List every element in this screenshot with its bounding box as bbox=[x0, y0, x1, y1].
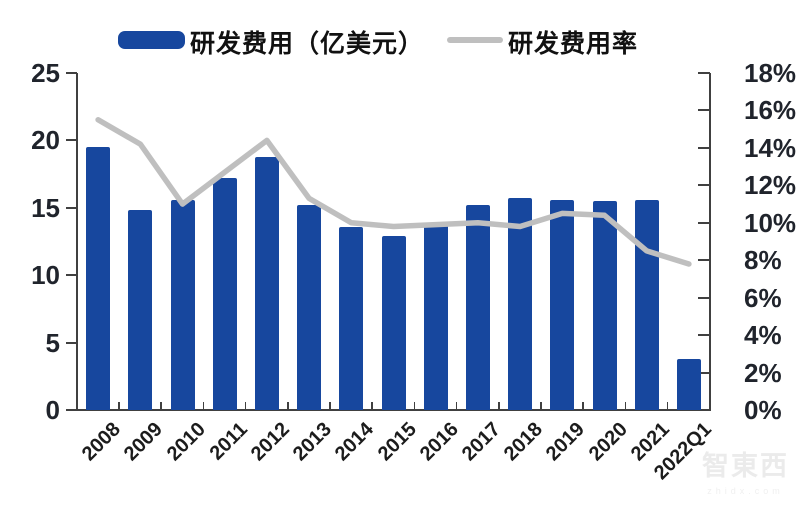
bar bbox=[86, 147, 111, 410]
y-left-tick bbox=[66, 409, 77, 411]
y-right-tick-label: 12% bbox=[744, 170, 797, 201]
y-right-tick-label: 8% bbox=[744, 245, 782, 276]
x-minor-tick bbox=[455, 402, 458, 410]
x-minor-tick bbox=[202, 402, 205, 410]
y-right-tick-label: 4% bbox=[744, 320, 782, 351]
y-right-tick-label: 16% bbox=[744, 95, 797, 126]
y-left-tick-label: 15 bbox=[31, 192, 60, 223]
y-right-tick-label: 2% bbox=[744, 357, 782, 388]
bar bbox=[634, 199, 659, 410]
bar bbox=[297, 205, 322, 410]
watermark-logo: 智東西 bbox=[702, 451, 789, 481]
legend-line-swatch bbox=[447, 37, 503, 43]
y-right-tick bbox=[698, 72, 710, 74]
watermark: 智東西 zhidx.com bbox=[693, 451, 798, 496]
left-axis-spine bbox=[76, 73, 78, 410]
x-minor-tick bbox=[582, 402, 584, 410]
bar bbox=[676, 358, 701, 410]
x-minor-tick bbox=[371, 402, 373, 410]
y-right-tick bbox=[698, 109, 710, 112]
x-axis-spine bbox=[76, 409, 711, 411]
x-minor-tick bbox=[76, 402, 78, 410]
y-right-tick bbox=[698, 371, 710, 374]
y-left-tick-label: 20 bbox=[31, 125, 60, 156]
y-right-tick bbox=[698, 184, 710, 187]
y-right-tick-label: 10% bbox=[744, 207, 797, 238]
bar bbox=[339, 226, 364, 410]
bar bbox=[170, 199, 195, 410]
x-minor-tick bbox=[540, 402, 542, 410]
x-minor-tick bbox=[287, 402, 289, 410]
legend-bar-swatch bbox=[118, 31, 185, 49]
bar bbox=[128, 210, 153, 410]
right-axis-spine bbox=[709, 73, 711, 410]
y-left-tick bbox=[66, 206, 77, 209]
y-left-tick-label: 25 bbox=[31, 58, 60, 88]
legend-bar-label: 研发费用（亿美元） bbox=[190, 30, 425, 58]
y-left-tick bbox=[66, 274, 77, 277]
y-left-tick bbox=[66, 72, 77, 74]
y-left-tick-label: 10 bbox=[31, 260, 60, 291]
x-minor-tick bbox=[329, 402, 331, 410]
legend-line-label: 研发费用率 bbox=[508, 30, 639, 58]
y-left-tick-label: 0 bbox=[45, 395, 60, 425]
bar bbox=[550, 199, 575, 410]
y-right-tick-label: 14% bbox=[744, 132, 797, 163]
y-right-tick-label: 6% bbox=[744, 282, 782, 313]
x-minor-tick bbox=[666, 402, 669, 410]
bar bbox=[592, 201, 617, 410]
x-minor-tick bbox=[413, 402, 416, 410]
y-right-tick bbox=[698, 259, 710, 262]
y-left-tick bbox=[66, 139, 77, 142]
x-minor-tick bbox=[709, 402, 711, 410]
y-right-tick bbox=[698, 334, 710, 337]
y-right-tick bbox=[698, 146, 710, 149]
watermark-url: zhidx.com bbox=[707, 485, 784, 496]
y-right-tick-label: 18% bbox=[744, 58, 797, 88]
x-minor-tick bbox=[624, 402, 627, 410]
y-left-tick-label: 5 bbox=[45, 327, 60, 358]
legend: 研发费用（亿美元） 研发费用率 bbox=[0, 22, 800, 58]
bar bbox=[254, 156, 279, 410]
x-minor-tick bbox=[498, 402, 500, 410]
y-right-tick bbox=[698, 296, 710, 299]
bar bbox=[423, 225, 448, 410]
y-right-tick-label: 0% bbox=[744, 395, 782, 425]
x-minor-tick bbox=[244, 402, 247, 410]
bar bbox=[508, 198, 533, 410]
bar bbox=[465, 205, 490, 410]
y-right-tick bbox=[698, 409, 710, 411]
x-minor-tick bbox=[160, 402, 162, 410]
y-right-tick bbox=[698, 221, 710, 224]
bar bbox=[381, 236, 406, 410]
y-left-tick bbox=[66, 341, 77, 344]
bar bbox=[212, 178, 237, 410]
x-minor-tick bbox=[118, 402, 120, 410]
